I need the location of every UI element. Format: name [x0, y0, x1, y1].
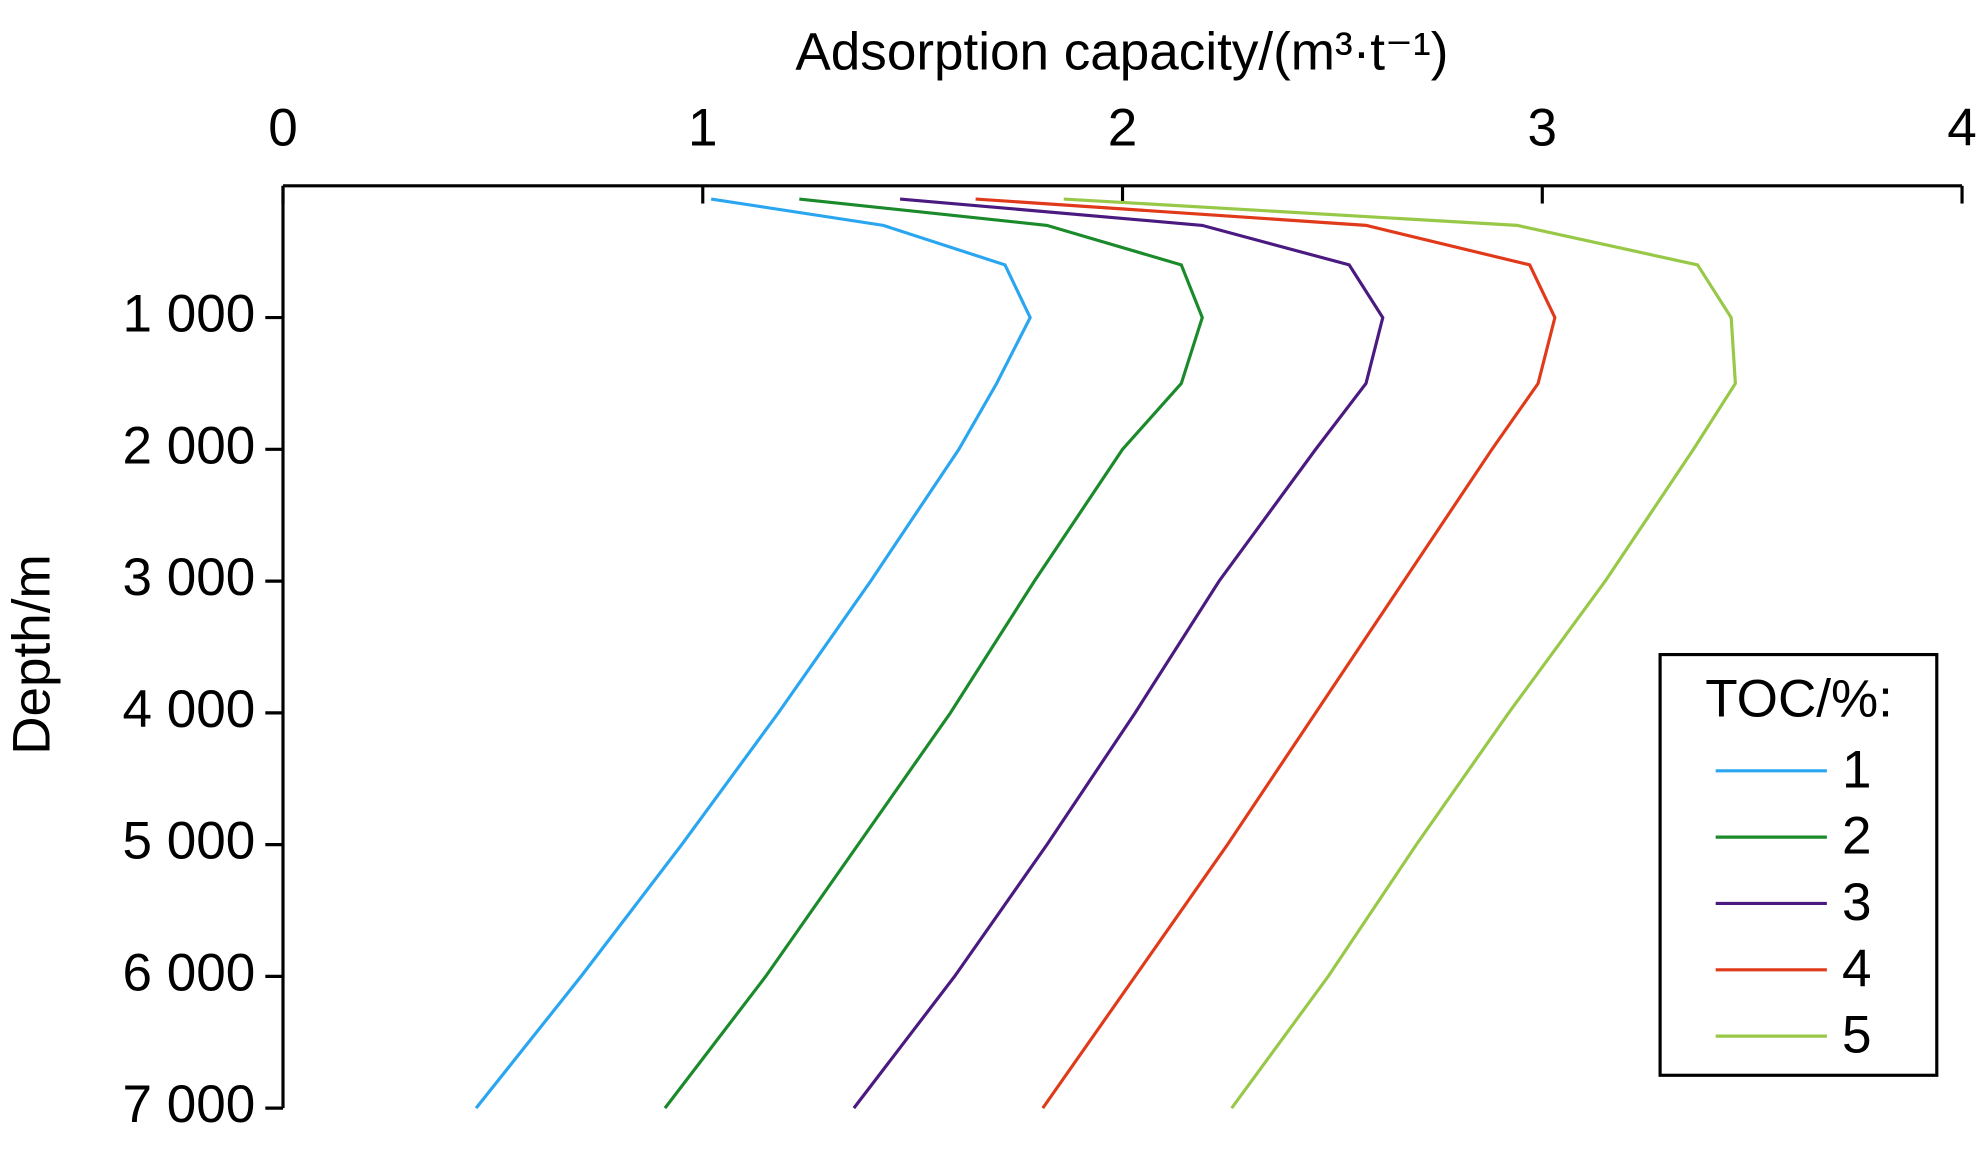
x-tick-label: 3 — [1528, 99, 1558, 158]
legend-label: 4 — [1842, 939, 1872, 998]
x-tick-label: 2 — [1108, 99, 1138, 158]
series-line — [474, 197, 1032, 1110]
x-tick-label: 0 — [268, 99, 298, 158]
series-line — [975, 197, 1557, 1110]
y-axis-title: Depth/m — [2, 554, 61, 754]
y-tick-label: 7 000 — [122, 1075, 255, 1134]
y-tick-label: 6 000 — [122, 943, 255, 1002]
legend-label: 5 — [1842, 1006, 1872, 1065]
series-line — [852, 197, 1385, 1110]
series-line — [663, 197, 1204, 1110]
legend-label: 1 — [1842, 740, 1872, 799]
y-tick-label: 5 000 — [122, 812, 255, 871]
x-axis-title: Adsorption capacity/(m³·t⁻¹) — [795, 23, 1448, 82]
y-tick-label: 2 000 — [122, 416, 255, 475]
x-tick-label: 4 — [1947, 99, 1977, 158]
legend-title: TOC/%: — [1705, 670, 1893, 729]
y-tick-label: 4 000 — [122, 680, 255, 739]
y-tick-label: 3 000 — [122, 548, 255, 607]
x-tick-label: 1 — [688, 99, 718, 158]
legend-label: 3 — [1842, 873, 1872, 932]
legend-box — [1658, 652, 1939, 1077]
legend-label: 2 — [1842, 807, 1872, 866]
y-tick-label: 1 000 — [122, 285, 255, 344]
series-line — [1063, 197, 1737, 1110]
